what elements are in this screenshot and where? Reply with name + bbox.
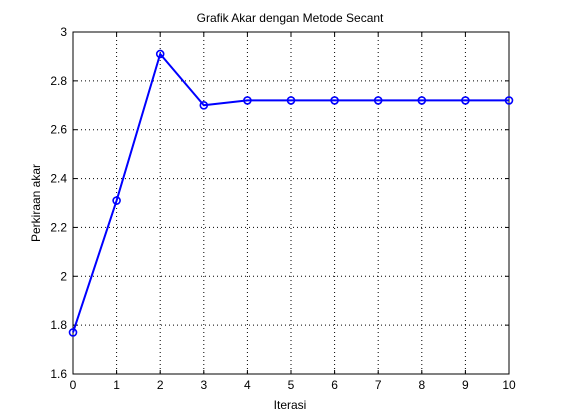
y-tick-label: 2.4 [50,172,67,186]
x-tick-label: 0 [70,378,77,392]
x-tick-label: 2 [157,378,164,392]
series-line [72,52,509,333]
chart-title: Grafik Akar dengan Metode Secant [197,11,384,25]
x-tick-label: 8 [418,378,425,392]
data-point [112,196,121,205]
x-axis-label: Iterasi [274,398,307,412]
x-tick-label: 4 [244,378,251,392]
y-tick-label: 2.6 [50,123,67,137]
plot-frame [72,31,510,375]
x-tick-label: 5 [288,378,295,392]
x-tick-label: 1 [113,378,120,392]
y-tick-label: 2.8 [50,74,67,88]
y-tick-label: 1.8 [50,318,67,332]
y-tick-label: 3 [60,25,67,39]
axis-ticks [72,31,510,375]
y-tick-label: 2 [60,269,67,283]
x-tick-label: 3 [200,378,207,392]
x-tick-label: 9 [462,378,469,392]
x-tick-label: 10 [502,378,516,392]
data-point [155,49,165,59]
x-tick-label: 6 [331,378,338,392]
series [68,49,514,337]
data-point [461,96,470,105]
data-point [68,328,78,337]
x-tick-labels: 0 1 2 3 4 5 6 7 8 9 10 [70,378,516,392]
data-point [504,96,514,105]
data-point [417,96,427,105]
grid [73,32,509,374]
data-point [243,96,252,105]
y-tick-label: 2.2 [50,220,67,234]
data-point [286,96,296,105]
data-point [373,96,383,105]
data-point [199,100,209,110]
y-axis-label: Perkiraan akar [29,164,43,242]
y-tick-labels: 1.6 1.8 2 2.2 2.4 2.6 2.8 3 [50,25,67,381]
y-tick-label: 1.6 [50,367,67,381]
data-point [330,96,339,105]
x-tick-label: 7 [375,378,382,392]
